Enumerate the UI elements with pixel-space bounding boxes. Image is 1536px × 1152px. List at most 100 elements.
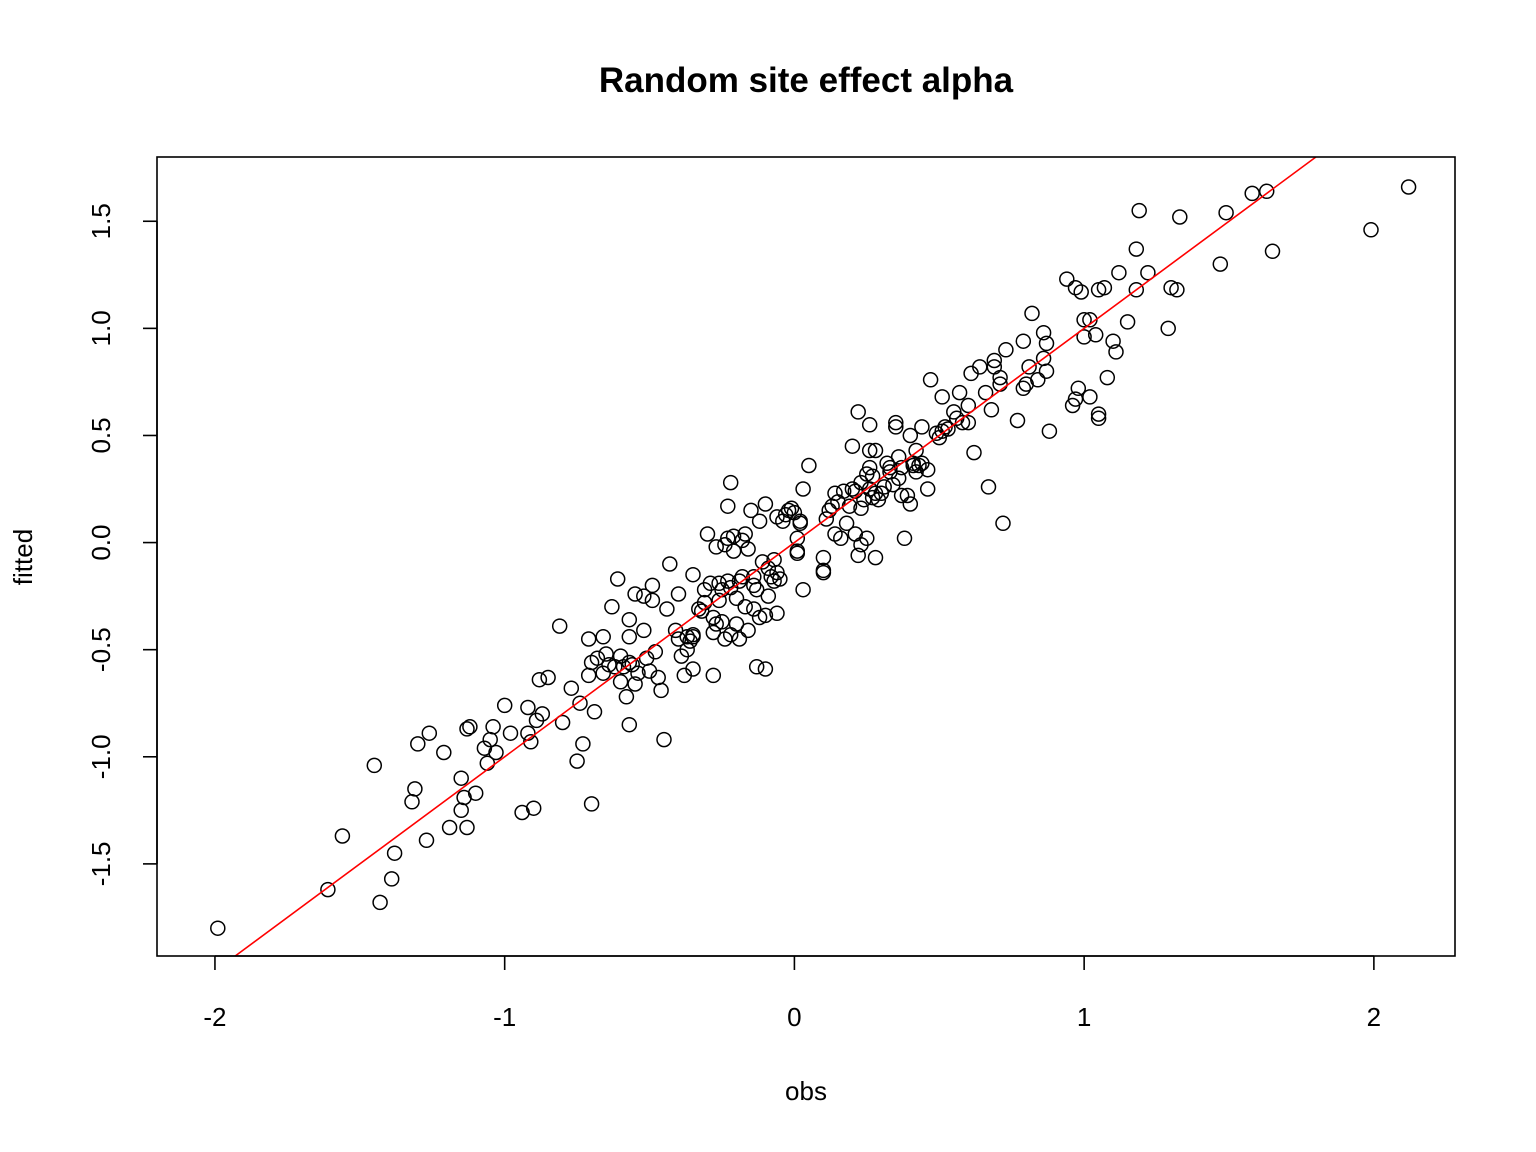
reference-line xyxy=(234,156,1317,957)
y-tick-label: 1.0 xyxy=(86,310,116,346)
data-point xyxy=(685,566,701,583)
data-point xyxy=(621,629,638,645)
data-point xyxy=(740,622,756,639)
data-point xyxy=(580,631,597,647)
data-point xyxy=(720,498,736,514)
data-point xyxy=(386,845,403,861)
data-point xyxy=(769,605,785,622)
x-tick-label: 1 xyxy=(1077,1002,1091,1032)
data-point xyxy=(951,384,968,401)
data-point xyxy=(801,457,817,474)
data-point xyxy=(861,442,878,459)
data-point xyxy=(459,721,475,737)
data-point xyxy=(1105,333,1121,349)
data-point xyxy=(708,539,724,555)
data-point xyxy=(554,714,571,731)
data-point xyxy=(1111,264,1127,281)
data-point xyxy=(879,455,895,472)
data-point xyxy=(1108,344,1124,360)
data-point xyxy=(1160,320,1176,337)
data-point xyxy=(728,616,745,632)
data-point xyxy=(659,601,675,617)
data-point xyxy=(743,502,759,519)
data-point xyxy=(888,414,904,431)
data-point xyxy=(410,736,426,752)
data-point xyxy=(407,781,423,797)
data-point xyxy=(850,404,866,420)
data-point xyxy=(210,920,226,936)
x-tick-label: -1 xyxy=(493,1002,516,1032)
data-point xyxy=(462,719,478,735)
data-point xyxy=(1264,243,1281,260)
data-point xyxy=(685,629,701,645)
data-point xyxy=(748,581,765,598)
data-point xyxy=(534,706,551,722)
data-point xyxy=(757,607,774,624)
data-point xyxy=(922,372,939,388)
data-point xyxy=(911,457,927,474)
data-point xyxy=(867,549,884,566)
data-point xyxy=(731,631,748,647)
data-point xyxy=(746,601,762,617)
chart-title: Random site effect alpha xyxy=(599,61,1014,100)
x-tick-label: 2 xyxy=(1367,1002,1381,1032)
data-point xyxy=(1090,406,1107,422)
data-point xyxy=(569,753,585,769)
data-point xyxy=(751,513,768,529)
data-point xyxy=(662,556,678,572)
data-point xyxy=(630,665,646,681)
data-point xyxy=(1400,179,1417,195)
data-point xyxy=(636,588,652,604)
data-point xyxy=(838,515,855,532)
y-tick-label: 1.5 xyxy=(86,203,116,239)
data-point xyxy=(1244,185,1260,202)
data-point xyxy=(488,744,504,761)
data-point xyxy=(453,802,469,819)
data-point xyxy=(693,603,710,619)
data-point xyxy=(1140,264,1156,281)
data-point xyxy=(853,500,869,517)
x-axis: -2 -1 0 1 2 xyxy=(203,955,1381,1032)
data-point xyxy=(441,819,458,836)
data-point xyxy=(740,541,756,557)
data-point xyxy=(589,650,606,666)
data-point xyxy=(421,725,438,741)
data-point xyxy=(575,736,591,752)
data-point xyxy=(919,481,936,497)
data-point xyxy=(453,770,469,786)
data-point xyxy=(1015,380,1032,397)
data-point xyxy=(372,894,388,911)
data-point xyxy=(572,695,588,711)
data-point xyxy=(366,757,383,774)
data-point xyxy=(821,502,837,519)
data-point xyxy=(890,449,907,465)
data-point xyxy=(746,577,762,594)
data-point xyxy=(792,513,808,529)
data-point xyxy=(1070,380,1087,397)
data-point xyxy=(604,599,620,615)
data-point xyxy=(531,671,548,688)
data-point xyxy=(728,590,745,607)
y-tick-label: -1.0 xyxy=(86,734,116,779)
data-point xyxy=(867,442,884,459)
data-point xyxy=(1076,329,1092,345)
data-point xyxy=(583,796,600,812)
data-point xyxy=(789,530,806,547)
data-point xyxy=(714,614,730,630)
data-point xyxy=(1087,327,1104,343)
data-point xyxy=(960,414,977,431)
data-point xyxy=(888,419,904,435)
data-point xyxy=(459,819,475,836)
data-point xyxy=(1038,363,1055,379)
data-point xyxy=(998,342,1014,358)
plot-frame xyxy=(156,156,1456,957)
data-point xyxy=(1096,279,1113,296)
data-point xyxy=(618,689,635,705)
data-point xyxy=(580,667,597,684)
data-point xyxy=(595,629,611,645)
data-point xyxy=(1035,324,1052,341)
data-point xyxy=(737,599,753,615)
data-point xyxy=(502,725,519,741)
data-point xyxy=(1024,305,1040,322)
data-point xyxy=(815,562,832,579)
